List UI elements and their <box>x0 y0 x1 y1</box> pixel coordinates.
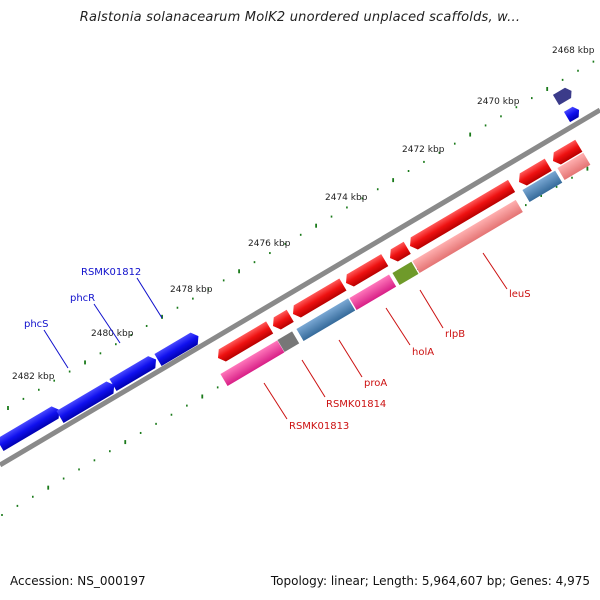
gene-bar[interactable] <box>277 331 300 353</box>
kbp-label: 2480 kbp <box>91 329 134 339</box>
kbp-label: 2468 kbp <box>552 46 595 56</box>
sequence-axis <box>0 107 600 468</box>
gene-arrow[interactable] <box>56 379 117 424</box>
gene-label-phcs[interactable]: phcS <box>24 319 49 330</box>
gene-arrow[interactable] <box>406 179 516 252</box>
gene-label-rsmk01813[interactable]: RSMK01813 <box>289 421 349 432</box>
gene-bar[interactable] <box>557 152 591 181</box>
kbp-label: 2470 kbp <box>477 97 520 107</box>
tick-track-upper <box>7 60 595 410</box>
gene-label-rsmk01812[interactable]: RSMK01812 <box>81 267 141 278</box>
gene-arrow[interactable] <box>342 254 389 289</box>
gene-bar[interactable] <box>296 298 356 342</box>
gene-bar[interactable] <box>522 170 563 203</box>
gene-arrow[interactable] <box>154 330 202 367</box>
gene-label-proa[interactable]: proA <box>364 378 387 389</box>
gene-arrow[interactable] <box>515 158 552 188</box>
gene-arrow[interactable] <box>269 309 294 332</box>
gene-bar[interactable] <box>392 261 419 286</box>
kbp-label: 2476 kbp <box>248 239 291 249</box>
forward-leaders <box>43 277 163 369</box>
accession-text: Accession: NS_000197 <box>10 574 146 588</box>
forward-gene-labels: RSMK01812 phcR phcS <box>24 267 141 330</box>
gene-label-phcr[interactable]: phcR <box>70 293 95 304</box>
gene-label-rlpb[interactable]: rlpB <box>445 329 465 340</box>
kbp-label: 2472 kbp <box>402 145 445 155</box>
topology-summary: Topology: linear; Length: 5,964,607 bp; … <box>270 574 590 588</box>
reverse-genes <box>214 139 591 387</box>
gene-arrow[interactable] <box>214 321 274 364</box>
kbp-scale: 2468 kbp 2470 kbp 2472 kbp 2474 kbp 2476 kbp… <box>12 46 595 382</box>
reverse-leaders <box>263 252 508 420</box>
gene-arrow[interactable] <box>563 105 582 123</box>
gene-bar[interactable] <box>349 274 397 311</box>
kbp-label: 2478 kbp <box>170 285 213 295</box>
kbp-label: 2474 kbp <box>325 193 368 203</box>
forward-genes <box>0 86 582 452</box>
diagram-title: Ralstonia solanacearum MolK2 unordered u… <box>79 10 521 25</box>
gene-label-leus[interactable]: leuS <box>509 289 531 300</box>
gene-arrow[interactable] <box>109 354 159 392</box>
gene-bar[interactable] <box>412 199 523 274</box>
kbp-label: 2482 kbp <box>12 372 55 382</box>
gene-arrow[interactable] <box>386 241 411 264</box>
gene-arrow[interactable] <box>0 404 63 452</box>
gene-label-rsmk01814[interactable]: RSMK01814 <box>326 399 386 410</box>
gene-arrow[interactable] <box>549 139 583 167</box>
gene-arrow[interactable] <box>289 278 347 320</box>
gene-bar[interactable] <box>220 340 285 387</box>
reverse-gene-labels: leuS rlpB holA proA RSMK01814 RSMK01813 <box>289 289 531 432</box>
gene-arrow[interactable] <box>552 86 575 106</box>
gene-label-hola[interactable]: holA <box>412 347 434 358</box>
